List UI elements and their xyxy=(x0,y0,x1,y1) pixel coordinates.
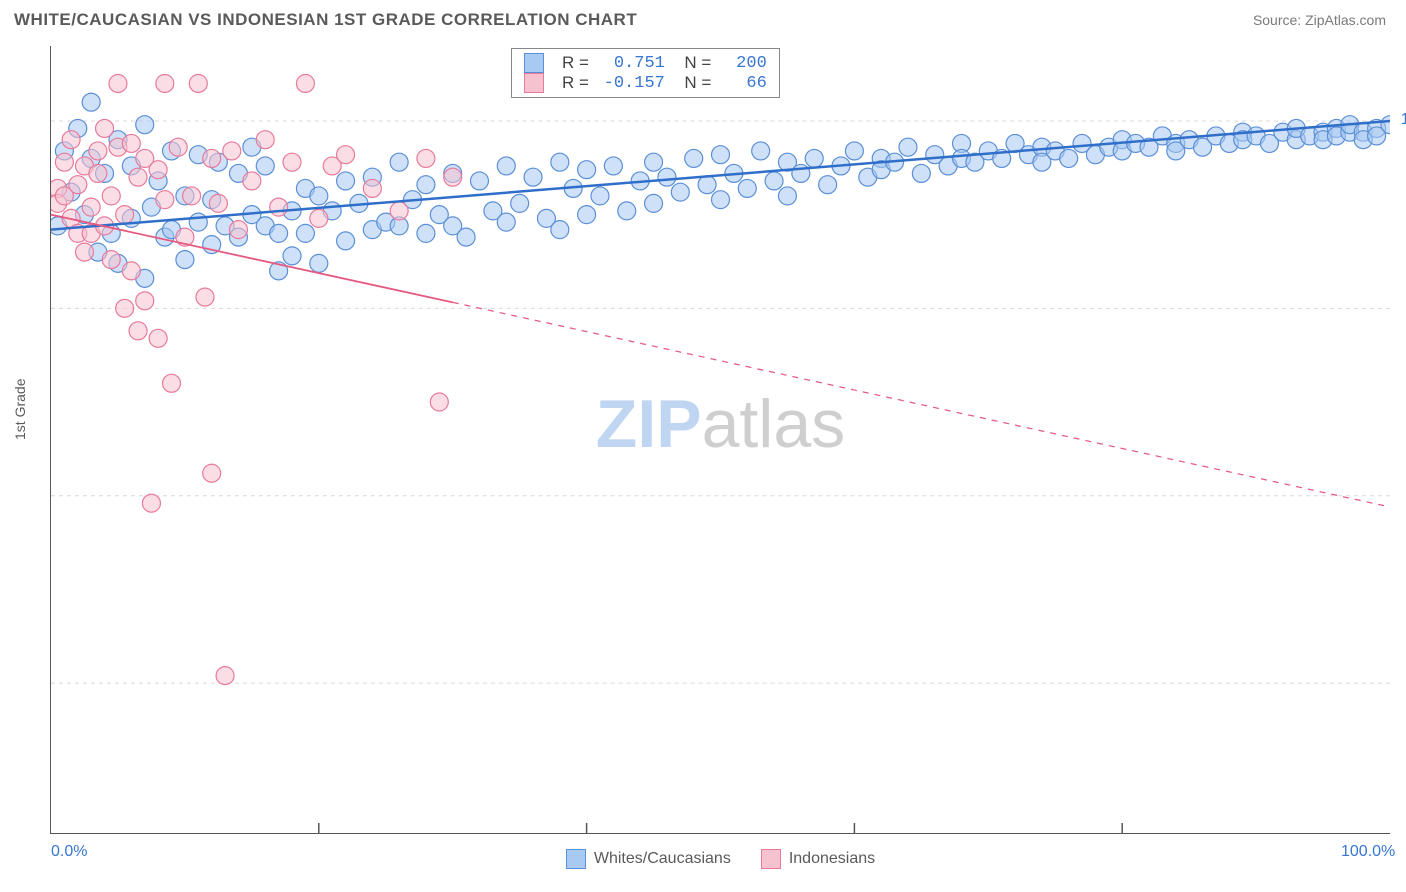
legend-label: Indonesians xyxy=(789,850,875,867)
stats-row: R = -0.157 N = 66 xyxy=(524,73,767,93)
legend-item: Indonesians xyxy=(761,849,875,869)
stat-n-value: 66 xyxy=(726,74,767,93)
stats-row: R = 0.751 N = 200 xyxy=(524,53,767,73)
series-swatch xyxy=(524,53,544,73)
chart-header: WHITE/CAUCASIAN VS INDONESIAN 1ST GRADE … xyxy=(0,0,1406,38)
stat-n-label: N = xyxy=(675,53,716,73)
legend-label: Whites/Caucasians xyxy=(594,850,731,867)
stats-legend-box: R = 0.751 N = 200R = -0.157 N = 66 xyxy=(511,48,780,98)
chart-title: WHITE/CAUCASIAN VS INDONESIAN 1ST GRADE … xyxy=(14,10,637,30)
series-swatch xyxy=(524,73,544,93)
stat-n-label: N = xyxy=(675,73,716,93)
y-tick-label: 100.0% xyxy=(1401,111,1406,129)
stat-n-value: 200 xyxy=(726,54,767,73)
y-axis-label: 1st Grade xyxy=(12,379,28,440)
legend-swatch xyxy=(566,849,586,869)
x-tick-label: 0.0% xyxy=(51,843,87,861)
stat-r-value: 0.751 xyxy=(604,54,665,73)
scatter-plot xyxy=(51,46,1390,833)
legend-swatch xyxy=(761,849,781,869)
stat-r-value: -0.157 xyxy=(604,74,665,93)
x-tick-label: 100.0% xyxy=(1341,843,1395,861)
legend-footer: Whites/Caucasians Indonesians xyxy=(51,849,1390,869)
stat-r-label: R = xyxy=(562,53,594,73)
stat-r-label: R = xyxy=(562,73,594,93)
source-label: Source: ZipAtlas.com xyxy=(1253,12,1386,28)
legend-item: Whites/Caucasians xyxy=(566,849,731,869)
chart-area: ZIPatlas R = 0.751 N = 200R = -0.157 N =… xyxy=(50,46,1390,834)
